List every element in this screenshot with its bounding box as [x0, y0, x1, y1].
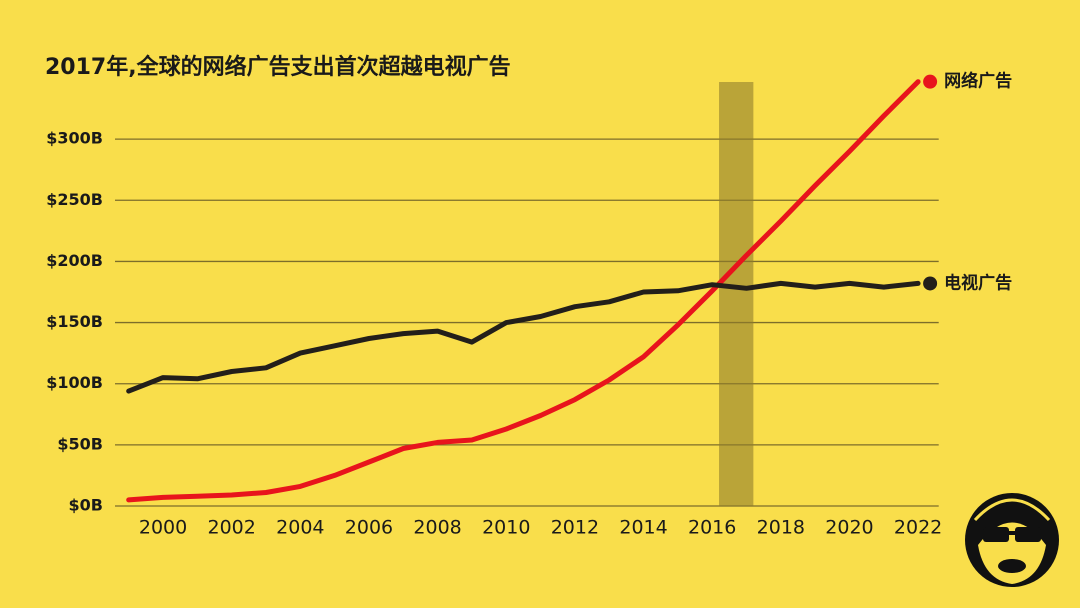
x-tick-label: 2016 — [688, 517, 736, 539]
series-line — [126, 79, 921, 503]
chart-title: 2017年,全球的网络广告支出首次超越电视广告 — [45, 54, 511, 80]
plot: $0B $50B $100B $150B $200B $250B $300B 2000 2002… — [46, 71, 1012, 539]
x-tick-label: 2012 — [551, 517, 599, 539]
end-marker — [923, 276, 938, 291]
y-tick-label: $300B — [46, 129, 103, 148]
series-line — [126, 280, 921, 394]
x-tick-label: 2004 — [276, 517, 324, 539]
x-tick-label: 2008 — [413, 517, 461, 539]
x-tick-label: 2014 — [619, 517, 667, 539]
end-marker — [923, 74, 938, 89]
x-tick-label: 2022 — [894, 517, 942, 539]
x-tick-label: 2020 — [825, 517, 873, 539]
logo — [965, 493, 1059, 587]
y-tick-label: $150B — [46, 312, 103, 331]
y-tick-label: $200B — [46, 251, 103, 270]
y-tick-label: $250B — [46, 190, 103, 209]
y-tick-label: $50B — [57, 434, 103, 453]
x-tick-label: 2018 — [757, 517, 805, 539]
x-tick-label: 2010 — [482, 517, 530, 539]
legend-label: 电视广告 — [944, 272, 1012, 293]
legend-label: 网络广告 — [944, 71, 1012, 92]
x-tick-label: 2000 — [139, 517, 187, 539]
y-tick-label: $0B — [69, 496, 103, 515]
x-tick-label: 2006 — [345, 517, 393, 539]
x-tick-label: 2002 — [208, 517, 256, 539]
highlight-band — [719, 82, 754, 506]
y-tick-label: $100B — [46, 373, 103, 392]
